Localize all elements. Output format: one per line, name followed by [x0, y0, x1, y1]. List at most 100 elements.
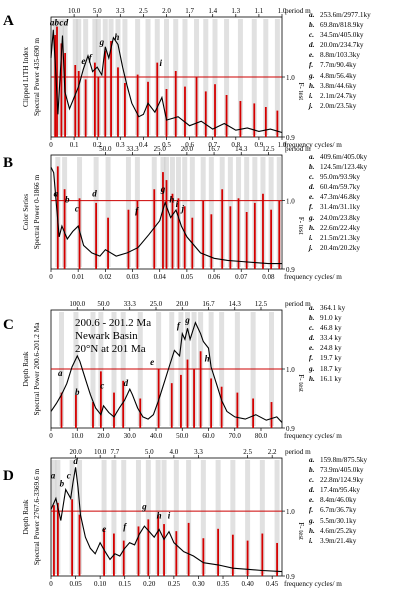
legend-value: 4.6m/25.2ky	[320, 526, 357, 535]
peak-label-b: b	[60, 478, 65, 488]
background-ftest-band	[145, 460, 151, 574]
legend-value: 22.6m/22.4ky	[320, 223, 360, 232]
y-axis-label: Depth Rank	[21, 351, 30, 386]
period-tick-label: 3.3	[194, 448, 203, 456]
legend-value: 16.1 ky	[320, 374, 342, 383]
legend-value: 21.5m/21.3ky	[320, 233, 360, 242]
legend-key: h.	[309, 526, 315, 535]
legend-value: 34.5m/405.0ky	[320, 31, 364, 40]
legend-value: 2.0m/23.5ky	[320, 101, 357, 110]
x-tick-label: 0.7	[208, 141, 217, 149]
legend-entry: g. 5.5m/30.1ky	[309, 516, 409, 526]
legend-entry: g. 18.7 ky	[309, 364, 409, 374]
legend-key: a.	[309, 11, 315, 19]
peak-label-j: j	[180, 203, 185, 213]
period-tick-label: 16.7	[208, 145, 221, 153]
legend-entry: d. 60.4m/59.7ky	[309, 182, 409, 192]
x-tick-label: 0.6	[185, 141, 194, 149]
legend-key: f.	[309, 506, 314, 515]
ftest-axis-label: F- test	[297, 374, 305, 392]
period-axis-label: period m	[285, 300, 311, 308]
legend-key: e.	[309, 344, 314, 353]
legend-value: 60.4m/59.7ky	[320, 183, 360, 192]
legend-key: d.	[309, 334, 315, 343]
peak-label-e: e	[150, 357, 154, 367]
peak-label-a: a	[50, 18, 55, 28]
x-tick-label: 0.1	[70, 141, 79, 149]
period-tick-label: 16.7	[202, 300, 215, 308]
legend-entry: f. 31.4m/31.1ky	[309, 202, 409, 212]
legend-entry: b. 69.8m/818.9ky	[309, 20, 409, 30]
x-tick-label: 10.0	[71, 432, 84, 440]
legend-entry: f. 7.7m/90.4ky	[309, 60, 409, 70]
peak-label-d: d	[124, 378, 129, 388]
peak-label-d: d	[92, 188, 97, 198]
x-tick-label: 80.0	[255, 432, 268, 440]
legend-entry: c. 34.5m/405.0ky	[309, 30, 409, 40]
panel-annotation: Newark Basin	[75, 330, 138, 342]
legend-key: f.	[309, 354, 314, 363]
chart-panel-b: B 0 0.01 0.02 0.03 0.04 0.05 0.06 0.07 0.08 freque…	[3, 145, 342, 281]
legend-key: c.	[309, 173, 314, 182]
peak-label-h: h	[157, 511, 162, 521]
ftest-tick-label: 1.0	[286, 198, 295, 206]
period-tick-label: 1.4	[208, 7, 217, 15]
legend-key: a.	[309, 456, 315, 464]
legend-entry: a. 253.6m/2977.1ky	[309, 10, 409, 20]
background-ftest-band	[173, 460, 179, 574]
period-tick-label: 2.5	[243, 448, 252, 456]
peak-label-c: c	[59, 18, 63, 28]
spectrum-line	[50, 29, 283, 134]
legend-value: 47.3m/46.8ky	[320, 193, 360, 202]
legend-entry: a. 364.1 ky	[309, 303, 409, 313]
peak-label-a: a	[54, 188, 59, 198]
x-tick-label: 0.06	[208, 273, 221, 281]
peak-label-g: g	[184, 315, 190, 325]
x-tick-label: 0.30	[192, 580, 205, 588]
peak-label-f: f	[177, 320, 181, 330]
period-tick-label: 5.0	[93, 7, 102, 15]
panel-annotation: 200.6 - 201.2 Ma	[75, 317, 151, 329]
background-ftest-band	[161, 460, 167, 574]
legend-key: g.	[309, 364, 315, 373]
legend-entry: d. 20.0m/234.7ky	[309, 40, 409, 50]
period-axis-label: period m	[285, 7, 311, 15]
background-ftest-band	[259, 460, 265, 574]
legend-value: 5.5m/30.1ky	[320, 516, 357, 525]
spectrum-line	[50, 166, 282, 265]
legend-entry: f. 19.7 ky	[309, 353, 409, 363]
legend-key: e.	[309, 496, 314, 505]
legend-entry: h. 22.6m/22.4ky	[309, 223, 409, 233]
legend-key: d.	[309, 183, 315, 192]
peak-label-i: i	[159, 58, 162, 68]
legend-value: 24.8 ky	[320, 344, 342, 353]
x-tick-label: 0.15	[119, 580, 132, 588]
legend-key: a.	[309, 304, 315, 312]
legend-key: e.	[309, 51, 314, 60]
ftest-axis-label: F- test	[297, 217, 305, 235]
legend-value: 20.4m/20.2ky	[320, 243, 360, 252]
peak-label-f: f	[89, 53, 93, 63]
legend-value: 69.8m/818.9ky	[320, 21, 364, 30]
ftest-tick-label: 0.9	[286, 425, 295, 433]
x-tick-label: 0.20	[143, 580, 156, 588]
period-tick-label: 5.0	[145, 448, 154, 456]
legend-key: i.	[309, 233, 313, 242]
background-ftest-band	[121, 460, 127, 574]
peak-label-d: d	[73, 456, 78, 466]
peak-label-h: h	[169, 195, 174, 205]
period-tick-label: 12.5	[262, 145, 275, 153]
legend-entry: e. 47.3m/46.8ky	[309, 192, 409, 202]
legend-key: g.	[309, 71, 315, 80]
legend-value: 364.1 ky	[320, 304, 346, 312]
peak-label-h: h	[114, 32, 119, 42]
peak-label-a: a	[51, 471, 56, 481]
panel-letter: C	[3, 317, 14, 333]
peak-label-e: e	[81, 56, 85, 66]
x-tick-label: 0.04	[154, 273, 167, 281]
period-tick-label: 33.3	[126, 145, 139, 153]
legend-key: i.	[309, 91, 313, 100]
legend-value: 4.8m/56.4ky	[320, 71, 357, 80]
legend-value: 20.0m/234.7ky	[320, 41, 364, 50]
